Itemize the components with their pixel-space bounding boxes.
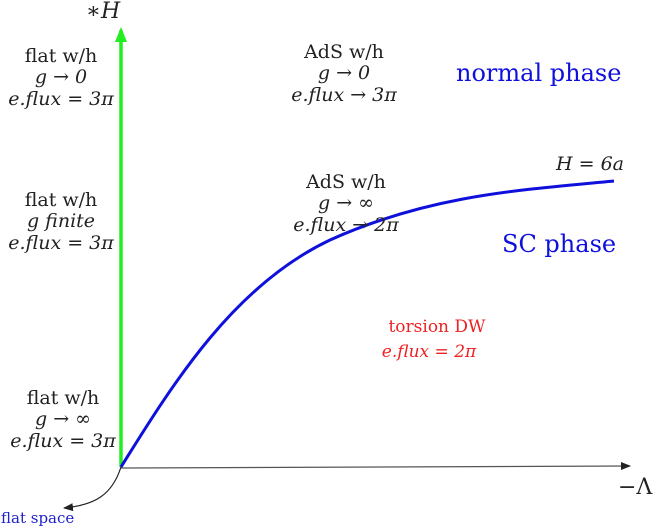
flat-top-line3: e.flux = 3π [8, 87, 114, 110]
normal-phase-label: normal phase [456, 59, 622, 87]
ads-mid-label: AdS w/h g → ∞ e.flux → 2π [286, 171, 406, 236]
flat-top-label: flat w/h g → 0 e.flux = 3π [6, 45, 116, 110]
flat-mid-line3: e.flux = 3π [8, 231, 114, 254]
flat-mid-line1: flat w/h [24, 189, 98, 211]
ads-mid-line1: AdS w/h [306, 171, 386, 193]
ads-top-label: AdS w/h g → 0 e.flux → 3π [284, 41, 404, 106]
flat-bottom-line2: g → ∞ [35, 408, 91, 431]
ads-top-line3: e.flux → 3π [291, 83, 397, 106]
sc-phase-label: SC phase [502, 230, 617, 258]
y-axis-arrowhead [115, 27, 127, 42]
flat-bottom-label: flat w/h g → ∞ e.flux = 3π [8, 387, 118, 452]
flat-space-arrow [63, 466, 122, 512]
ads-mid-line3: e.flux → 2π [293, 213, 399, 236]
flat-mid-label: flat w/h g finite e.flux = 3π [6, 189, 116, 254]
x-axis-label: −Λ [618, 475, 653, 500]
flat-top-line1: flat w/h [24, 45, 98, 67]
phase-boundary-curve [119, 179, 615, 468]
flat-bottom-line3: e.flux = 3π [10, 429, 116, 452]
x-axis [120, 462, 631, 471]
ads-top-line1: AdS w/h [304, 41, 384, 63]
flat-mid-line2: g finite [26, 210, 96, 233]
flat-bottom-line1: flat w/h [26, 387, 100, 409]
ads-mid-line2: g → ∞ [318, 192, 374, 215]
y-axis-label: ∗H [86, 0, 121, 24]
flat-space-label: flat space [1, 509, 75, 527]
torsion-line2: e.flux = 2π [381, 342, 477, 363]
torsion-label: torsion DW e.flux = 2π [364, 317, 494, 363]
torsion-line1: torsion DW [388, 317, 486, 337]
curve-label: H = 6a [556, 153, 624, 175]
flat-top-line2: g → 0 [34, 66, 88, 89]
ads-top-line2: g → 0 [317, 62, 371, 85]
